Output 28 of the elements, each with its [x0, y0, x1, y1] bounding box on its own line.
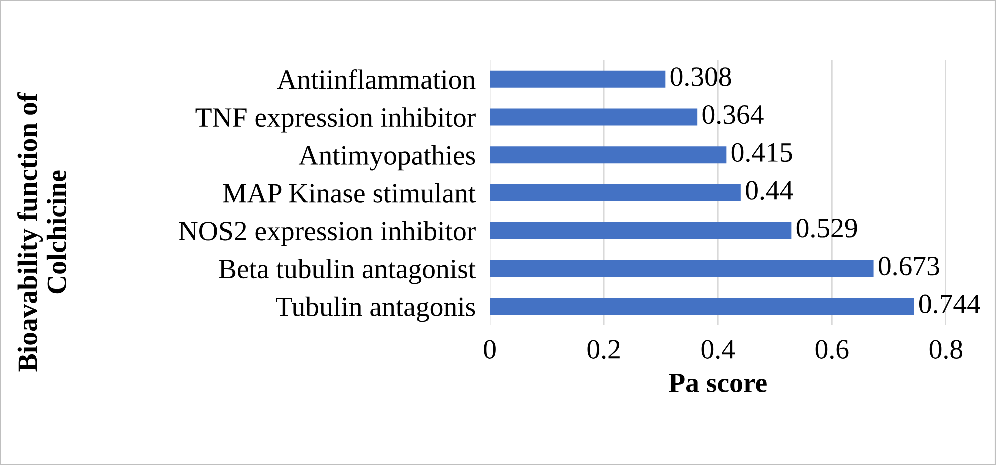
bar: [490, 70, 666, 88]
data-label: 0.44: [746, 181, 794, 200]
data-label: 0.415: [732, 143, 792, 162]
x-axis-title: Pa score: [669, 374, 767, 392]
x-tick-label: 0.2: [588, 340, 620, 360]
y-axis-title: Bioavability function of Colchicine: [18, 92, 66, 372]
bar: [490, 108, 698, 126]
y-tick-label: Antiinflammation: [277, 69, 476, 90]
data-label: 0.364: [702, 105, 764, 124]
x-tick-label: 0: [484, 340, 496, 359]
bar: [490, 146, 727, 164]
data-label: 0.529: [796, 219, 858, 238]
data-label: 0.744: [919, 294, 980, 314]
bar: [490, 298, 914, 316]
y-tick-label: TNF expression inhibitor: [196, 108, 476, 133]
y-tick-label: NOS2 expression inhibitor: [179, 221, 476, 246]
bar: [490, 184, 741, 202]
y-tick-label: Antimyopathies: [298, 145, 476, 171]
data-label: 0.673: [879, 256, 940, 276]
bar: [490, 222, 792, 240]
y-tick-label: MAP Kinase stimulant: [223, 183, 476, 203]
data-label: 0.308: [670, 68, 732, 86]
x-tick-label: 0.4: [702, 340, 736, 360]
y-tick-label: Beta tubulin antagonist: [219, 259, 476, 284]
bar: [490, 260, 874, 278]
x-tick-label: 0.8: [930, 340, 962, 360]
y-tick-label: Tubulin antagonis: [276, 296, 476, 322]
x-tick-label: 0.6: [816, 340, 849, 360]
